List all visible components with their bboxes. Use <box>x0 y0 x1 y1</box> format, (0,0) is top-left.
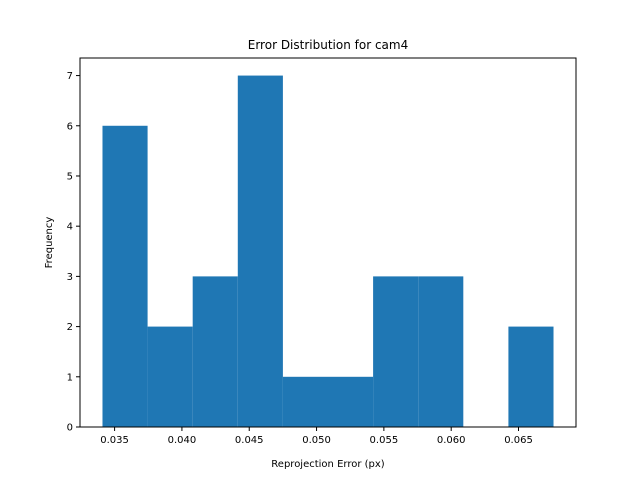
histogram-bar-0 <box>102 125 148 427</box>
y-tick-label: 5 <box>67 171 73 182</box>
y-tick-label: 7 <box>67 71 73 82</box>
histogram-bar-2 <box>192 276 238 427</box>
y-tick-label: 2 <box>67 322 73 333</box>
x-axis-ticks: 0.035 0.040 0.045 0.050 0.055 0.060 0.065 <box>100 427 533 446</box>
y-tick-label: 4 <box>67 222 73 233</box>
x-tick-label: 0.065 <box>504 435 533 446</box>
x-tick-label: 0.035 <box>100 435 129 446</box>
plot-frame <box>79 57 577 428</box>
histogram-bar-4 <box>282 376 328 427</box>
x-axis-label: Reprojection Error (px) <box>271 459 384 470</box>
y-tick-label: 6 <box>67 121 73 132</box>
histogram-bar-5 <box>328 376 374 427</box>
histogram-bar-1 <box>147 326 193 427</box>
histogram-bar-7 <box>418 276 464 427</box>
histogram-bar-6 <box>373 276 419 427</box>
y-tick-label: 0 <box>67 423 73 434</box>
y-axis-ticks: 0 1 2 3 4 5 6 7 <box>67 71 80 434</box>
bars-group <box>102 75 554 428</box>
x-tick-label: 0.045 <box>235 435 264 446</box>
y-tick-label: 3 <box>67 272 73 283</box>
chart-title: Error Distribution for cam4 <box>248 38 408 52</box>
x-tick-label: 0.050 <box>302 435 331 446</box>
x-tick-label: 0.060 <box>437 435 466 446</box>
histogram-bar-9 <box>508 326 554 427</box>
y-axis-label: Frequency <box>44 217 55 269</box>
x-tick-label: 0.055 <box>370 435 399 446</box>
y-tick-label: 1 <box>67 372 73 383</box>
x-tick-label: 0.040 <box>168 435 197 446</box>
histogram-bar-3 <box>237 75 283 428</box>
